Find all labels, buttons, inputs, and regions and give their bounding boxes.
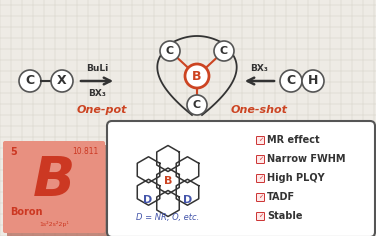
Text: C: C: [166, 46, 174, 56]
FancyBboxPatch shape: [256, 212, 264, 220]
Text: B: B: [33, 154, 75, 208]
FancyBboxPatch shape: [256, 136, 264, 144]
Circle shape: [214, 41, 234, 61]
Text: B: B: [192, 69, 202, 83]
Text: BuLi: BuLi: [86, 64, 108, 73]
Text: 5: 5: [10, 147, 17, 157]
Text: One-shot: One-shot: [231, 105, 288, 115]
Circle shape: [280, 70, 302, 92]
Text: Narrow FWHM: Narrow FWHM: [267, 154, 346, 164]
Text: Stable: Stable: [267, 211, 303, 221]
Text: D = NR, O, etc.: D = NR, O, etc.: [136, 213, 200, 222]
Text: B: B: [164, 176, 172, 186]
Text: C: C: [287, 75, 296, 88]
FancyBboxPatch shape: [7, 145, 109, 236]
Text: C: C: [193, 100, 201, 110]
FancyBboxPatch shape: [256, 156, 264, 164]
Text: MR effect: MR effect: [267, 135, 320, 145]
Text: C: C: [26, 75, 35, 88]
FancyBboxPatch shape: [3, 141, 105, 233]
Circle shape: [160, 41, 180, 61]
Text: D: D: [183, 195, 193, 205]
Circle shape: [51, 70, 73, 92]
Text: One-pot: One-pot: [77, 105, 127, 115]
Text: BX₃: BX₃: [88, 89, 106, 98]
Circle shape: [187, 95, 207, 115]
FancyBboxPatch shape: [107, 121, 375, 236]
Text: ✓: ✓: [258, 138, 263, 143]
FancyBboxPatch shape: [256, 174, 264, 182]
Text: BX₃: BX₃: [250, 64, 268, 73]
Text: ✓: ✓: [258, 214, 263, 219]
Text: X: X: [57, 75, 67, 88]
Text: H: H: [308, 75, 318, 88]
Text: C: C: [220, 46, 228, 56]
Text: ✓: ✓: [258, 194, 263, 199]
Circle shape: [302, 70, 324, 92]
Text: 1s²2s²2p¹: 1s²2s²2p¹: [39, 221, 69, 227]
Text: ✓: ✓: [258, 156, 263, 161]
Text: 10.811: 10.811: [72, 147, 98, 156]
Text: Boron: Boron: [10, 207, 42, 217]
Circle shape: [19, 70, 41, 92]
FancyBboxPatch shape: [256, 194, 264, 202]
Text: TADF: TADF: [267, 192, 295, 202]
Text: High PLQY: High PLQY: [267, 173, 324, 183]
Text: D: D: [143, 195, 153, 205]
Circle shape: [185, 64, 209, 88]
Text: ✓: ✓: [258, 176, 263, 181]
